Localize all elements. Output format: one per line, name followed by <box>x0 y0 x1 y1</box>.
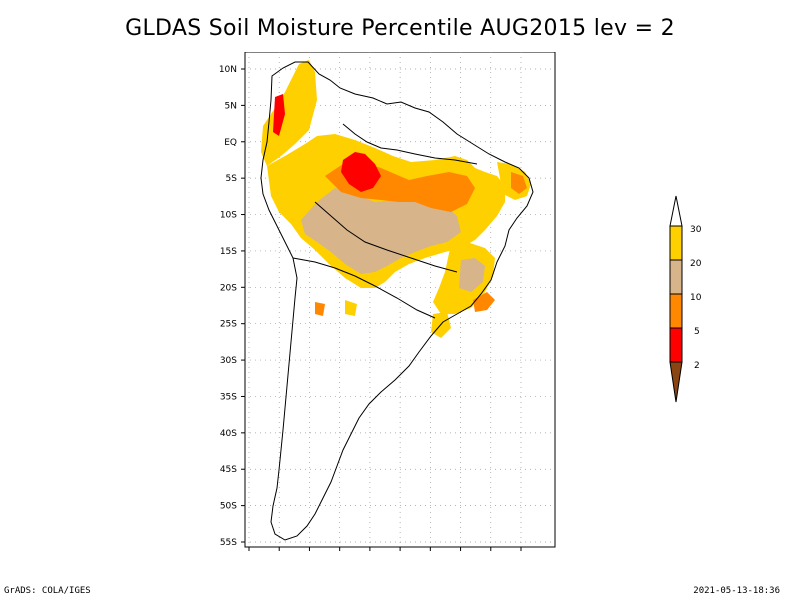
map-frame: 10N 5N EQ 5S 10S 15S 20S 25S 30S 35S 40S 45S 50S 55S … <box>205 51 565 564</box>
latitude-labels: 10N 5N EQ 5S 10S 15S 20S 25S 30S 35S 40S 45S 50S 55S <box>219 65 237 548</box>
legend-label-30: 30 <box>690 225 702 235</box>
map-title: GLDAS Soil Moisture Percentile AUG2015 l… <box>125 16 675 41</box>
legend-label-20: 20 <box>690 259 702 269</box>
lat-label: 5N <box>225 101 237 111</box>
map-svg: 10N5NEQ5S10S15S20S25S30S35S40S45S50S55S … <box>219 51 556 564</box>
legend-top-arrow <box>669 195 683 227</box>
coastline <box>260 61 534 541</box>
legend-svg: 30 20 10 5 2 <box>669 195 702 403</box>
legend-label-5: 5 <box>694 327 700 337</box>
lat-label: 30S <box>220 356 237 366</box>
lat-label: 10S <box>220 211 237 221</box>
lat-label: EQ <box>224 138 237 148</box>
lat-label: 20S <box>220 283 237 293</box>
legend-box-20 <box>669 259 683 295</box>
moisture-field <box>261 60 531 338</box>
field-red-amazon <box>341 152 381 192</box>
field-orange-ne <box>511 172 527 194</box>
lat-label: 35S <box>220 392 237 402</box>
lat-label: 15S <box>220 247 237 257</box>
lat-label: 55S <box>220 538 237 548</box>
legend-box-30 <box>669 225 683 261</box>
field-tan-central <box>301 188 461 274</box>
legend-box-5 <box>669 327 683 363</box>
border-south <box>292 257 436 319</box>
border-north <box>342 123 478 165</box>
lat-label: 25S <box>220 320 237 330</box>
legend-label-10: 10 <box>690 293 702 303</box>
legend: 30 20 10 5 2 <box>660 192 720 412</box>
lat-label: 10N <box>219 65 237 75</box>
field-yellow-nw <box>261 60 317 166</box>
field-yellow-argentina <box>345 300 357 316</box>
lat-label: 50S <box>220 502 237 512</box>
lat-label: 40S <box>220 429 237 439</box>
lat-label: 45S <box>220 465 237 475</box>
lat-label: 5S <box>226 174 238 184</box>
field-tan-se <box>459 258 485 292</box>
footer-left: GrADS: COLA/IGES <box>4 586 91 596</box>
footer-right: 2021-05-13-18:36 <box>693 586 780 596</box>
border-central <box>314 201 458 273</box>
legend-label-2: 2 <box>694 361 700 371</box>
legend-box-10 <box>669 293 683 329</box>
legend-bottom-arrow <box>669 361 683 403</box>
field-red-colombia <box>273 94 285 136</box>
field-orange-chile <box>315 302 325 316</box>
